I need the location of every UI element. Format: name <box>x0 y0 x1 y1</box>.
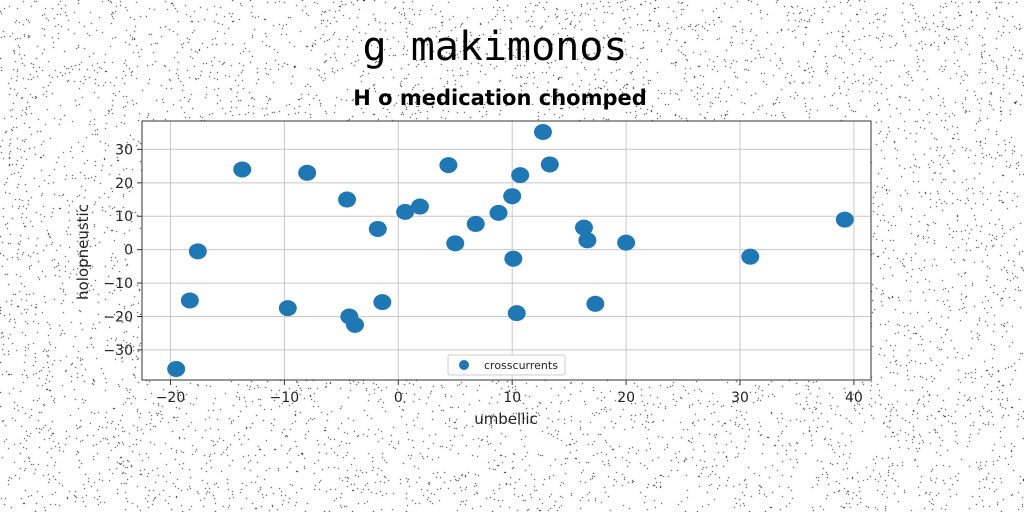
data-point <box>533 124 552 141</box>
data-point <box>188 243 207 260</box>
x-tick-label: 0 <box>394 390 403 406</box>
data-point <box>835 211 854 228</box>
data-point <box>439 157 458 174</box>
data-point <box>338 191 357 208</box>
y-tick-label: −30 <box>103 343 133 359</box>
plot-area <box>142 121 871 380</box>
data-point <box>180 292 199 309</box>
data-point <box>504 250 523 267</box>
data-point <box>503 188 522 205</box>
data-point <box>466 215 485 232</box>
data-point <box>368 220 387 237</box>
plot-frame <box>141 120 872 381</box>
legend-box <box>447 354 566 376</box>
data-point <box>489 204 508 221</box>
data-point <box>233 161 252 178</box>
y-tick-label: 30 <box>115 142 133 158</box>
legend-label: crosscurrents <box>484 359 558 372</box>
data-point <box>278 300 297 317</box>
data-point <box>396 203 415 220</box>
y-tick-label: 10 <box>115 209 133 225</box>
data-point <box>507 305 526 322</box>
data-point <box>446 235 465 252</box>
x-tick-label: 10 <box>503 390 521 406</box>
chart-title: H o medication chomped <box>353 86 647 110</box>
x-tick-label: −10 <box>270 390 300 406</box>
x-tick-label: −20 <box>156 390 186 406</box>
x-axis-ticks: −20 −10 0 10 20 30 40 <box>156 380 863 406</box>
legend-marker <box>459 360 469 370</box>
data-point <box>298 164 317 181</box>
data-point <box>346 316 365 333</box>
x-tick-label: 30 <box>731 390 749 406</box>
x-tick-label: 20 <box>617 390 635 406</box>
y-tick-label: 0 <box>124 243 133 259</box>
data-point <box>741 248 760 265</box>
figure-suptitle: g makimonos <box>362 24 628 70</box>
y-tick-label: −10 <box>103 276 133 292</box>
data-point <box>167 360 186 377</box>
y-axis-ticks: −30 −20 −10 0 10 20 30 <box>103 142 142 359</box>
data-point <box>617 234 636 251</box>
y-axis-label: holopneustic <box>74 204 92 300</box>
x-axis-label: umbellic <box>474 410 538 428</box>
series-points <box>167 124 854 377</box>
y-tick-label: −20 <box>103 310 133 326</box>
x-tick-label: 40 <box>845 390 863 406</box>
data-point <box>410 198 429 215</box>
data-point <box>578 232 597 249</box>
data-point <box>586 295 605 312</box>
data-point <box>540 156 559 173</box>
y-tick-label: 20 <box>115 176 133 192</box>
data-point <box>511 167 530 184</box>
data-point <box>574 219 593 236</box>
data-point <box>373 294 392 311</box>
legend: crosscurrents <box>447 354 566 376</box>
